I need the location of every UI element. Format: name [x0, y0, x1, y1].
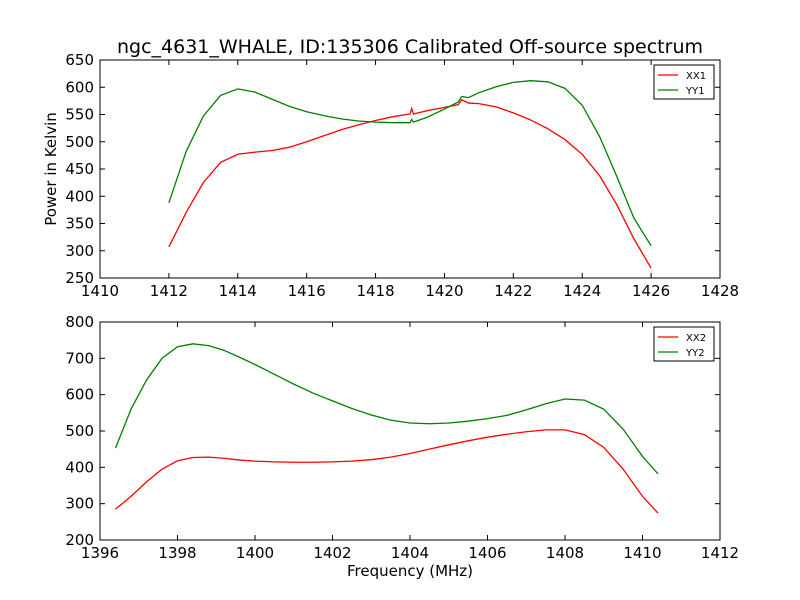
top-series-xx1: [168, 98, 652, 269]
top-xtick-label: 1414: [219, 282, 257, 300]
bottom-ytick-label: 400: [65, 458, 94, 476]
top-legend-box: [653, 64, 715, 100]
top-xtick-label: 1410: [81, 282, 119, 300]
bottom-xlabel: Frequency (MHz): [347, 562, 473, 580]
top-xtick-label: 1416: [288, 282, 326, 300]
top-xtick-label: 1422: [494, 282, 532, 300]
bottom-xtick-label: 1404: [391, 544, 429, 562]
bottom-xtick-label: 1398: [158, 544, 196, 562]
top-ytick-label: 350: [65, 215, 94, 233]
top-plot: 1410 1412 1414 1416 1418 1420 1422 1424 1426 1428…: [65, 51, 739, 300]
bottom-xtick-label: 1400: [236, 544, 274, 562]
top-legend-label-yy1: YY1: [685, 86, 705, 97]
bottom-xtick-label: 1402: [313, 544, 351, 562]
bottom-ytick-label: 700: [65, 349, 94, 367]
bottom-legend-label-yy2: YY2: [685, 348, 705, 359]
top-ytick-label: 550: [65, 106, 94, 124]
top-xtick-label: 1420: [425, 282, 463, 300]
top-legend-label-xx1: XX1: [686, 71, 706, 82]
bottom-legend-label-xx2: XX2: [686, 333, 706, 344]
bottom-xtick-label: 1396: [81, 544, 119, 562]
bottom-series-xx2: [115, 429, 659, 514]
top-ytick-label: 250: [65, 269, 94, 287]
bottom-ytick-label: 200: [65, 531, 94, 549]
bottom-plot: 1396 1398 1400 1402 1404 1406 1408 1410 1412 200 3…: [65, 313, 739, 562]
top-xtick-label: 1418: [356, 282, 394, 300]
bottom-xtick-label: 1408: [546, 544, 584, 562]
top-series-yy1: [168, 80, 652, 247]
top-ytick-label: 300: [65, 242, 94, 260]
bottom-series-yy2: [114, 343, 659, 475]
top-ytick-label: 600: [65, 78, 94, 96]
bottom-ytick-label: 800: [65, 313, 94, 331]
bottom-xtick-label: 1410: [623, 544, 661, 562]
top-xtick-label: 1426: [632, 282, 670, 300]
bottom-ytick-label: 300: [65, 495, 94, 513]
bottom-xtick-label: 1406: [468, 544, 506, 562]
top-xtick-label: 1412: [150, 282, 188, 300]
top-ytick-label: 650: [65, 51, 94, 69]
bottom-ytick-label: 500: [65, 422, 94, 440]
top-ylabel: Power in Kelvin: [42, 112, 60, 226]
top-ytick-label: 500: [65, 133, 94, 151]
bottom-legend-box: [653, 326, 715, 362]
bottom-ytick-label: 600: [65, 386, 94, 404]
top-ytick-label: 400: [65, 187, 94, 205]
bottom-xtick-label: 1412: [701, 544, 739, 562]
top-ytick-label: 450: [65, 160, 94, 178]
top-xtick-label: 1428: [701, 282, 739, 300]
chart-title: ngc_4631_WHALE, ID:135306 Calibrated Off…: [117, 36, 703, 58]
top-xtick-label: 1424: [563, 282, 601, 300]
